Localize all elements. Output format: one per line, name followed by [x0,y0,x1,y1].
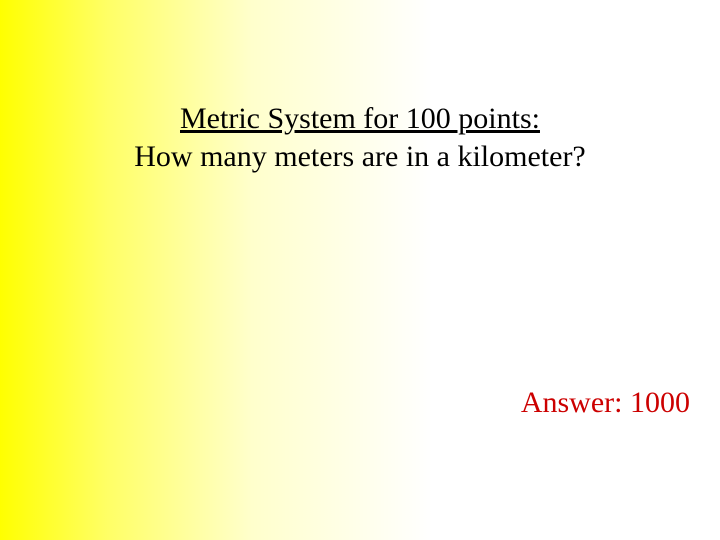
question-text: How many meters are in a kilometer? [0,138,720,176]
question-title: Metric System for 100 points: [0,100,720,138]
question-block: Metric System for 100 points: How many m… [0,100,720,175]
answer-text: Answer: 1000 [521,386,690,419]
answer-block: Answer: 1000 [521,386,690,420]
slide-container: Metric System for 100 points: How many m… [0,0,720,540]
